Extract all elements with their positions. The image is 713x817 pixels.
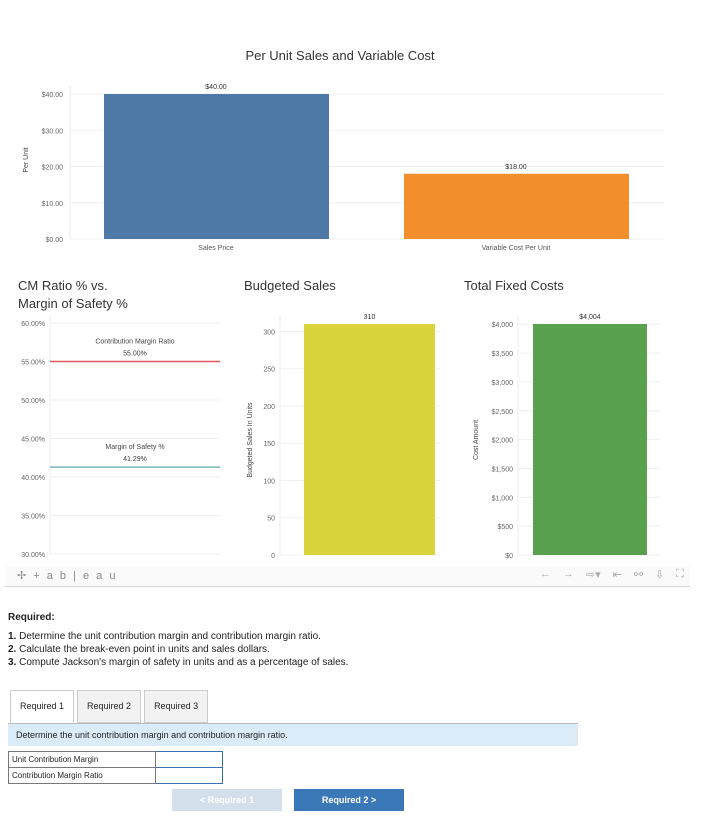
contribution-margin-ratio-input[interactable] — [156, 768, 222, 783]
instruction-bar: Determine the unit contribution margin a… — [8, 723, 578, 746]
bar — [304, 324, 435, 555]
y-tick-label: 250 — [263, 367, 275, 374]
chart-title: CM Ratio % vs. — [18, 278, 108, 293]
required-tabs: Required 1 Required 2 Required 3 — [10, 690, 209, 723]
y-tick-label: $20.00 — [42, 165, 64, 172]
y-tick-label: $500 — [497, 524, 513, 531]
y-tick-label: $0.00 — [45, 237, 63, 244]
category-label: Sales Price — [198, 245, 234, 252]
share-icon[interactable]: ⚯ — [633, 569, 644, 581]
chart-title: Budgeted Sales — [244, 278, 336, 293]
tab-required-3[interactable]: Required 3 — [144, 690, 209, 723]
y-tick-label: 200 — [263, 404, 275, 411]
data-label: 41.29% — [123, 456, 147, 463]
y-tick-label: 60.00% — [21, 321, 45, 328]
unit-contribution-margin-input[interactable] — [156, 752, 222, 767]
required-heading: Required: — [8, 612, 55, 623]
tableau-toolbar: ✢ + a b | e a u ← → ⇨▾ ⇤ ⚯ ⇩ ⛶ — [5, 566, 690, 587]
y-axis-title: Per Unit — [23, 147, 30, 172]
y-axis-title: Cost Amount — [473, 420, 480, 460]
bar — [404, 173, 629, 239]
required-list: 1. Determine the unit contribution margi… — [8, 630, 348, 669]
y-tick-label: 100 — [263, 478, 275, 485]
data-label: $40.00 — [205, 84, 227, 91]
y-tick-label: $2,000 — [492, 438, 514, 445]
y-tick-label: $0 — [505, 553, 513, 560]
table-row: Contribution Margin Ratio — [8, 767, 223, 784]
y-tick-label: 150 — [263, 441, 275, 448]
row-label: Unit Contribution Margin — [8, 751, 156, 768]
revert-icon[interactable]: ⇨▾ — [585, 569, 601, 581]
answer-table: Unit Contribution Margin Contribution Ma… — [8, 751, 223, 784]
y-axis-title: Budgeted Sales In Units — [247, 402, 254, 478]
y-tick-label: $30.00 — [42, 128, 64, 135]
y-tick-label: 45.00% — [21, 437, 45, 444]
chart-title: Per Unit Sales and Variable Cost — [245, 48, 434, 63]
y-tick-label: $3,000 — [492, 380, 514, 387]
required-item: 2. Calculate the break-even point in uni… — [8, 644, 270, 655]
next-required-button[interactable]: Required 2 > — [294, 789, 404, 811]
y-tick-label: $10.00 — [42, 201, 64, 208]
y-tick-label: $1,000 — [492, 495, 514, 502]
y-tick-label: $1,500 — [492, 466, 514, 473]
tableau-logo: ✢ + a b | e a u — [17, 570, 118, 582]
chart-title: Total Fixed Costs — [464, 278, 564, 293]
prev-required-button[interactable]: < Required 1 — [172, 789, 282, 811]
y-tick-label: $3,500 — [492, 351, 514, 358]
bar — [533, 324, 647, 555]
category-label: Variable Cost Per Unit — [482, 245, 551, 252]
y-tick-label: 30.00% — [21, 552, 45, 559]
y-tick-label: 0 — [271, 553, 275, 560]
y-tick-label: 55.00% — [21, 360, 45, 367]
row-label: Contribution Margin Ratio — [8, 767, 156, 784]
y-tick-label: 40.00% — [21, 475, 45, 482]
y-tick-label: 50.00% — [21, 398, 45, 405]
undo-icon[interactable]: ← — [539, 568, 551, 580]
required-item: 1. Determine the unit contribution margi… — [8, 631, 321, 642]
tab-required-2[interactable]: Required 2 — [77, 690, 142, 723]
required-item: 3. Compute Jackson's margin of safety in… — [8, 657, 349, 668]
redo-icon[interactable]: → — [562, 568, 574, 580]
y-tick-label: 35.00% — [21, 514, 45, 521]
data-label: 310 — [364, 314, 376, 321]
chart-title: Margin of Safety % — [18, 296, 128, 311]
bar — [104, 94, 329, 239]
series-label: Contribution Margin Ratio — [95, 339, 174, 346]
series-label: Margin of Safety % — [105, 444, 164, 451]
data-label: 55.00% — [123, 351, 147, 358]
tableau-dashboard: Per Unit Sales and Variable Cost $0.00 $10… — [18, 48, 665, 560]
y-tick-label: 300 — [263, 329, 275, 336]
data-label: $4,004 — [579, 314, 601, 321]
y-tick-label: 50 — [267, 516, 275, 523]
reset-icon[interactable]: ⇤ — [612, 569, 622, 581]
data-label: $18.00 — [505, 164, 527, 171]
tab-required-1[interactable]: Required 1 — [10, 690, 75, 723]
y-tick-label: $40.00 — [42, 92, 64, 99]
y-tick-label: $4,000 — [492, 322, 514, 329]
download-icon[interactable]: ⇩ — [655, 569, 665, 581]
fullscreen-icon[interactable]: ⛶ — [676, 568, 684, 580]
table-row: Unit Contribution Margin — [8, 751, 223, 768]
y-tick-label: $2,500 — [492, 409, 514, 416]
